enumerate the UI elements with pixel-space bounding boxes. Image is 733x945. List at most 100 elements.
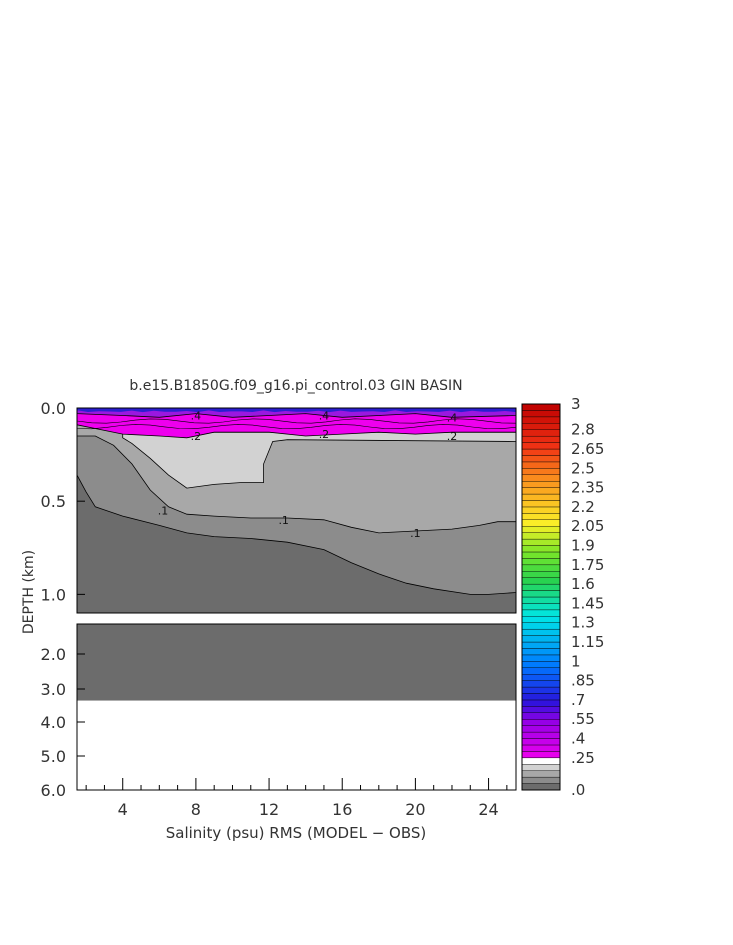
colorbar-cell [521,725,561,733]
x-tick-label: 20 [405,800,425,819]
colorbar-label: 1.75 [571,556,604,574]
colorbar-cell [521,526,561,533]
y-axis-label: DEPTH (km) [21,550,37,634]
colorbar-cell [521,706,561,713]
y-tick-label: 3.0 [41,680,66,699]
colorbar-label: 2.65 [571,440,604,458]
colorbar-cell [521,680,561,688]
x-axis-label: Salinity (psu) RMS (MODEL − OBS) [166,824,427,842]
field-lower-0.0-0.05 [77,624,516,701]
colorbar-cell [521,654,561,662]
colorbar-cell [521,661,561,668]
colorbar-cell [521,448,561,456]
colorbar-label: 3 [571,395,581,413]
colorbar-cell [521,757,561,765]
colorbar-cell [521,628,561,636]
contour-line [76,418,517,424]
colorbar-cell [521,603,561,611]
colorbar-cell [521,506,561,514]
colorbar-cell [521,648,561,656]
colorbar-label: 2.35 [571,479,604,497]
y-tick-label: 4.0 [41,713,66,732]
upper-panel [76,407,517,613]
colorbar-cell [521,622,561,630]
colorbar-cell [521,435,561,443]
colorbar-cell [521,686,561,694]
y-tick-label: 1.0 [41,585,66,604]
surface-high-band [77,408,516,413]
axes: 4 8 12 16 20 24 0.0 0.5 1.0 2.0 3.0 4.0 5.0 6.0 [41,399,517,819]
colorbar-cell [521,532,561,540]
colorbar-cell [521,571,561,578]
contour-label: .4 [191,409,202,422]
colorbar-cell [521,519,561,527]
contour-label: .4 [447,411,458,424]
colorbar-cell [521,545,561,553]
colorbar-cell [521,744,561,752]
chart-title: b.e15.B1850G.f09_g16.pi_control.03 GIN B… [129,378,462,394]
contour-label: .2 [191,430,202,443]
colorbar-cell [521,474,561,482]
x-tick-label: 8 [191,800,201,819]
colorbar-cell [521,481,561,488]
colorbar-label: .4 [571,730,585,748]
x-tick-label: 24 [478,800,498,819]
colorbar-frame [521,403,561,791]
colorbar-label: 1.45 [571,594,604,612]
colorbar-cell [521,410,561,418]
contour-label: .1 [410,527,421,540]
colorbar-cell [521,731,561,739]
colorbar-cell [521,738,561,746]
colorbar-cell [521,500,561,508]
colorbar-cell [521,693,561,701]
colorbar-label: 1.15 [571,633,604,651]
colorbar: 32.82.652.52.352.22.051.91.751.61.451.31… [521,395,604,799]
colorbar-cell [521,423,561,430]
colorbar-cell [521,783,561,791]
contour-line [76,424,517,430]
colorbar-label: 2.5 [571,459,595,477]
contour-label: .4 [319,409,330,422]
colorbar-label: 2.05 [571,517,604,535]
colorbar-cell [521,468,561,475]
lower-panel [77,624,516,701]
colorbar-cell [521,583,561,591]
colorbar-label: .7 [571,691,585,709]
contour-label: .2 [447,430,458,443]
colorbar-cell [521,577,561,585]
x-tick-label: 16 [332,800,352,819]
colorbar-label: .0 [571,781,585,799]
y-tick-label: 2.0 [41,645,66,664]
colorbar-cell [521,712,561,720]
colorbar-label: .25 [571,749,595,767]
colorbar-cell [521,403,561,411]
colorbar-label: .85 [571,672,595,690]
colorbar-cell [521,764,561,771]
colorbar-cell [521,616,561,623]
contour-labels: .4 .4 .4 .2 .2 .2 .1 .1 .1 [158,409,458,539]
y-tick-label: 0.5 [41,492,66,511]
colorbar-cell [521,429,561,437]
colorbar-cell [521,493,561,501]
colorbar-label: 2.8 [571,421,595,439]
colorbar-cell [521,776,561,784]
x-tick-label: 12 [259,800,279,819]
colorbar-label: 1.9 [571,537,595,555]
colorbar-cell [521,699,561,707]
colorbar-label: 1 [571,652,581,670]
contour-label: .1 [158,505,169,518]
y-tick-label: 5.0 [41,747,66,766]
colorbar-cell [521,667,561,675]
colorbar-cell [521,416,561,424]
colorbar-cell [521,751,561,759]
colorbar-label: 2.2 [571,498,595,516]
colorbar-cell [521,641,561,649]
colorbar-cell [521,609,561,617]
colorbar-cell [521,538,561,546]
upper-frame [76,407,517,614]
colorbar-cell [521,461,561,469]
x-tick-label: 4 [118,800,128,819]
colorbar-cell [521,551,561,559]
colorbar-label: .55 [571,710,595,728]
y-tick-label: 6.0 [41,781,66,800]
